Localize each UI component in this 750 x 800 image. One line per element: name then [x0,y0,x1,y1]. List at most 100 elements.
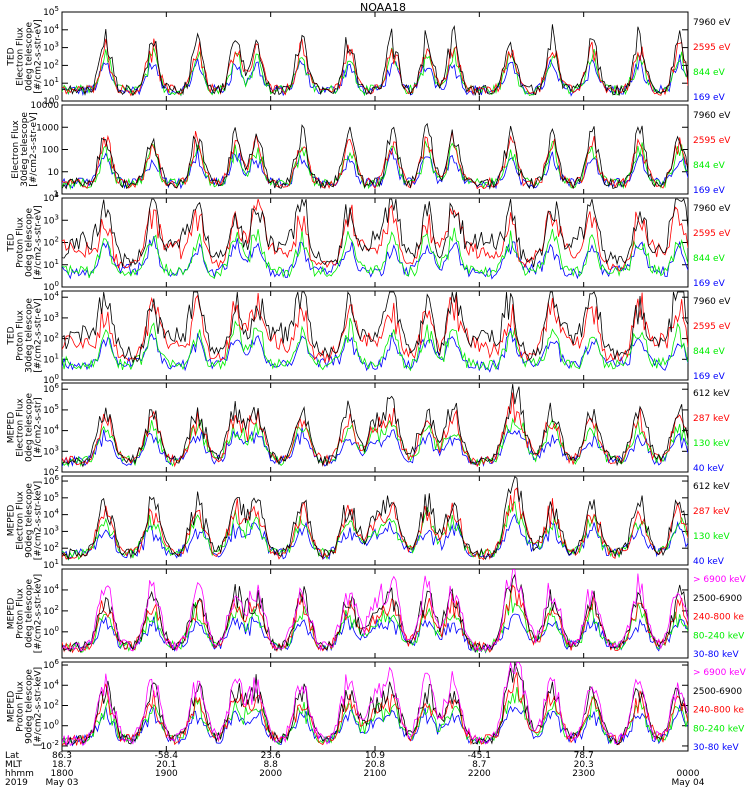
axis-row-label: 2019 [5,778,28,788]
series-green [62,317,688,372]
y-tick-label: 1000 [36,123,59,133]
y-tick-label: 105 [43,491,59,504]
series-red [62,38,688,97]
y-tick-label: 104 [43,23,59,36]
legend-entry: 7960 eV [693,111,731,121]
y-tick-label: 104 [43,583,59,596]
legend-entry: 40 keV [693,464,725,474]
series-magenta [62,569,688,652]
y-tick-label: 106 [43,658,59,671]
legend-entry: 40 keV [693,557,725,567]
y-tick-label: 100 [42,146,59,156]
traces [62,198,688,280]
y-tick-label: 105 [43,403,59,416]
y-axis-label: TEDProton Flux0deg telescope[#/cm2-s-str… [7,205,44,280]
y-tick-label: 106 [43,474,59,487]
x-tick-label: 20.8 [365,760,385,770]
y-axis-label: MEPEDProton Flux0deg telescope[#/cm2-s-s… [7,574,44,653]
legend-entry: > 6900 keV [693,668,747,678]
legend-entry: 130 keV [693,439,730,449]
x-tick-label: 2000 [259,769,282,779]
y-tick-label: 104 [43,191,59,204]
y-tick-label: 104 [43,678,59,691]
y-tick-label: 102 [43,236,59,249]
legend-entry: 2500-6900 [693,687,742,697]
legend-entry: 2500-6900 [693,594,742,604]
y-tick-label: 104 [43,290,59,303]
legend-entry: 130 keV [693,532,730,542]
x-tick-label: 8.8 [264,760,279,770]
y-tick-label: 103 [43,444,59,457]
legend-entry: 30-80 keV [693,650,739,660]
y-tick-label: 101 [43,352,59,365]
legend-entry: 612 keV [693,389,730,399]
series-red [62,198,688,272]
y-tick-label: 101 [43,558,59,571]
y-axis-label: MEPEDElectron Flux0deg telescope[#/cm2-s… [7,393,44,463]
x-tick-label: -45.1 [468,751,491,761]
legend-entry: 7960 eV [693,204,731,214]
y-tick-label: 105 [43,5,59,18]
x-tick-label: 2300 [572,769,595,779]
series-red [62,292,688,363]
y-tick-label: 10 [48,168,60,178]
series-black [62,24,688,97]
x-tick-label: 20.3 [574,760,594,770]
series-green [62,46,688,97]
legend-entry: 2595 eV [693,229,731,239]
legend-entry: 844 eV [693,161,726,171]
legend-entry: 844 eV [693,68,726,78]
y-tick-label: 100 [43,373,59,386]
x-tick-label: 0000 [677,769,700,779]
series-green [62,227,688,280]
y-axis-label: TEDProton Flux30deg telescope[#/cm2-s-st… [7,298,44,373]
axis-row-label: Lat [5,751,20,761]
series-red [62,584,688,654]
y-tick-label: 100 [43,719,59,732]
x-tick-label: 10.9 [365,751,385,761]
series-blue [62,513,688,561]
y-tick-label: 100 [43,625,59,638]
traces [62,122,688,190]
traces [62,383,688,468]
x-tick-label: 1800 [51,769,74,779]
legend-entry: 2595 eV [693,322,731,332]
series-red [62,131,688,190]
x-tick-label: 8.7 [472,760,486,770]
series-green [62,140,688,190]
legend-entry: > 6900 keV [693,575,747,585]
y-axis-label: Electron Flux30deg telescope[#/cm2-s-str… [11,112,39,187]
legend-entry: 2595 eV [693,43,731,53]
x-tick-label: May 03 [46,778,79,788]
legend-entry: 80-240 keV [693,724,745,734]
legend-entry: 287 keV [693,507,730,517]
series-magenta [62,662,688,747]
x-tick-label: 86.3 [52,751,72,761]
x-tick-label: 1900 [155,769,178,779]
legend-entry: 169 eV [693,372,726,382]
legend-entry: 30-80 keV [693,743,739,753]
legend-entry: 169 eV [693,279,726,289]
y-tick-label: 104 [43,424,59,437]
y-tick-label: 102 [43,698,59,711]
traces [62,662,688,747]
x-tick-label: 78.7 [574,751,594,761]
y-tick-label: 10000 [30,101,59,111]
traces [62,291,688,373]
y-tick-label: 101 [43,76,59,89]
series-blue [62,236,688,280]
y-axis-label: MEPEDProton Flux90deg telescope[#/cm2-s-… [7,667,44,746]
series-blue [62,613,688,654]
x-tick-label: -58.4 [155,751,179,761]
y-tick-label: 100 [43,94,59,107]
x-tick-label: 2200 [468,769,491,779]
